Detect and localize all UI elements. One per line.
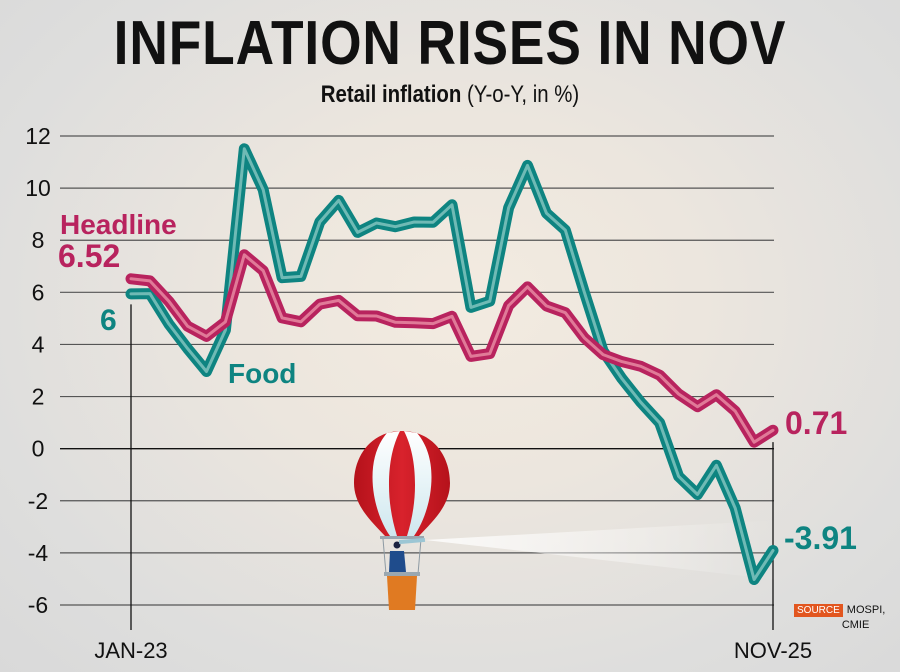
subtitle-bold: Retail inflation [320,81,462,108]
y-tick-label: 4 [32,331,45,357]
food-start-value: 6 [100,304,117,337]
series-food [125,143,779,585]
headline-start-value: 6.52 [58,238,120,274]
y-tick-label: -6 [28,592,48,618]
y-tick-label: -2 [28,488,48,514]
x-tick-label: NOV-25 [734,638,812,663]
balloon-stripe-left [372,431,400,536]
telescope-beam [425,520,780,580]
y-axis-ticks: 12 10 8 6 4 2 0 -2 -4 -6 [25,123,51,618]
balloon-envelope [354,431,450,536]
chart-title: INFLATION RISES IN NOV [113,9,787,78]
y-tick-label: 2 [32,384,45,410]
y-tick-label: 0 [32,436,45,462]
chart-subtitle: Retail inflation (Y-o-Y, in %) [68,80,833,110]
source-note: SOURCE MOSPI, CMIE [794,603,885,632]
source-tag: SOURCE [794,604,843,617]
balloon-ring [380,536,424,539]
legend-food: Food [228,358,296,389]
y-tick-label: 6 [32,279,45,305]
y-tick-label: 8 [32,227,45,253]
legend-headline: Headline [60,209,177,240]
subtitle-rest: (Y-o-Y, in %) [461,81,580,108]
y-tick-label: 12 [25,123,51,149]
x-axis-ticks: JAN-23 NOV-25 [94,638,812,663]
y-tick-label: -4 [28,540,49,566]
x-tick-label: JAN-23 [94,638,167,663]
balloon-rope [382,538,387,575]
source-line2: CMIE [841,619,870,631]
person-head [393,541,401,549]
balloon-basket [387,576,417,610]
food-end-value: -3.91 [784,520,857,556]
balloon-stripe-right [404,431,432,536]
series-headline [125,249,779,448]
person-body [389,551,406,572]
headline-end-value: 0.71 [785,405,847,441]
balloon-rope [417,538,422,575]
source-line1: MOSPI, [846,604,886,616]
hot-air-balloon-illustration [354,431,450,610]
y-tick-label: 10 [25,175,51,201]
basket-rim [384,572,420,576]
telescope [398,537,426,545]
